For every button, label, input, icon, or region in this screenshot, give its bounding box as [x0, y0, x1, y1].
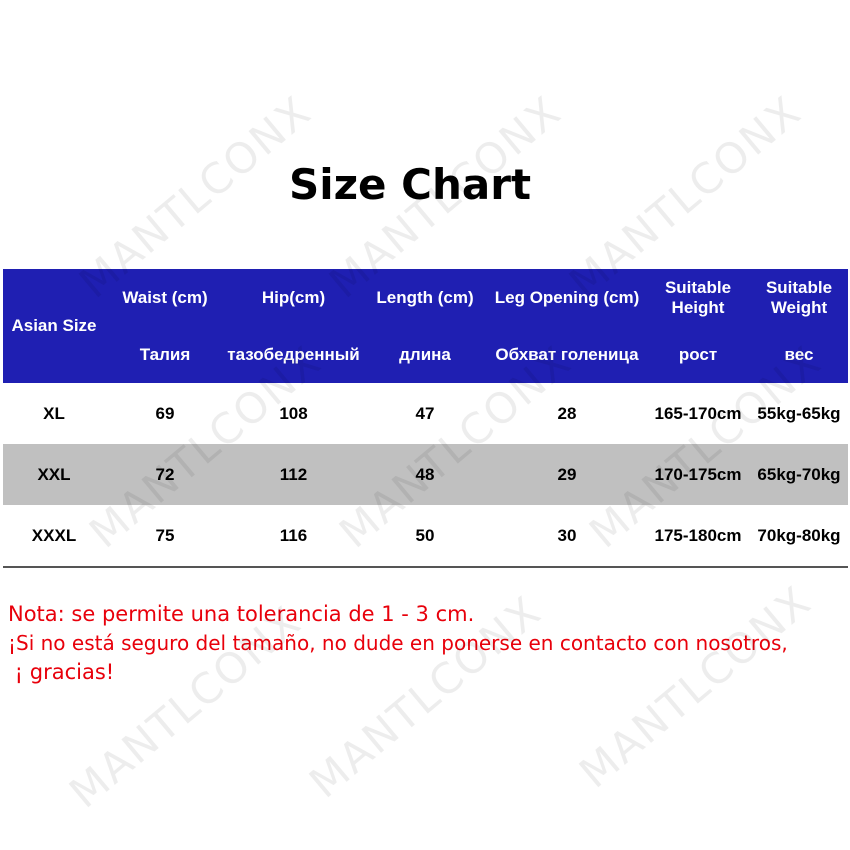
header-length-ru: длина — [399, 344, 451, 364]
table-row: XL 69 108 47 28 165-170cm 55kg-65kg — [3, 383, 848, 444]
cell-length: 48 — [415, 464, 435, 484]
header-height-ru: рост — [678, 344, 718, 364]
header-leg-opening-ru: Обхват голеница — [495, 344, 639, 364]
header-waist: Waist (cm) — [122, 287, 208, 307]
page-title: Size Chart — [288, 160, 532, 209]
cell-leg-opening: 30 — [557, 525, 577, 545]
note-thanks: ¡ gracias! — [8, 660, 115, 684]
cell-waist: 69 — [155, 403, 175, 423]
header-leg-opening: Leg Opening (cm) — [494, 287, 640, 307]
header-length: Length (cm) — [376, 287, 474, 307]
cell-weight: 70kg-80kg — [757, 525, 841, 545]
cell-hip: 108 — [279, 403, 308, 423]
cell-size: XL — [43, 403, 65, 423]
notes: Nota: se permite una tolerancia de 1 - 3… — [8, 600, 788, 687]
cell-waist: 72 — [155, 464, 175, 484]
table-row: XXL 72 112 48 29 170-175cm 65kg-70kg — [3, 444, 848, 505]
header-weight-ru: вес — [784, 344, 814, 364]
cell-hip: 116 — [279, 525, 308, 545]
note-contact: ¡Si no está seguro del tamaño, no dude e… — [8, 631, 788, 655]
size-table: Asian Size Waist (cm) Hip(cm) Length (cm… — [3, 269, 848, 568]
cell-height: 165-170cm — [654, 403, 742, 423]
cell-height: 175-180cm — [654, 525, 742, 545]
cell-waist: 75 — [155, 525, 175, 545]
table-row: XXXL 75 116 50 30 175-180cm 70kg-80kg — [3, 505, 848, 567]
header-asian-size: Asian Size — [11, 316, 97, 335]
note-tolerance: Nota: se permite una tolerancia de 1 - 3… — [8, 602, 475, 626]
cell-height: 170-175cm — [654, 464, 742, 484]
header-hip-ru: тазобедренный — [227, 344, 360, 364]
header-waist-ru: Талия — [139, 344, 191, 364]
cell-weight: 55kg-65kg — [757, 403, 841, 423]
cell-hip: 112 — [279, 464, 308, 484]
header-weight: Suitable Weight — [765, 277, 833, 317]
cell-length: 50 — [415, 525, 435, 545]
cell-size: XXL — [37, 464, 71, 484]
header-height: Suitable Height — [664, 277, 732, 317]
cell-leg-opening: 29 — [557, 464, 577, 484]
cell-size: XXXL — [31, 525, 77, 545]
cell-weight: 65kg-70kg — [757, 464, 841, 484]
cell-length: 47 — [415, 403, 435, 423]
cell-leg-opening: 28 — [557, 403, 577, 423]
header-hip: Hip(cm) — [261, 287, 326, 307]
